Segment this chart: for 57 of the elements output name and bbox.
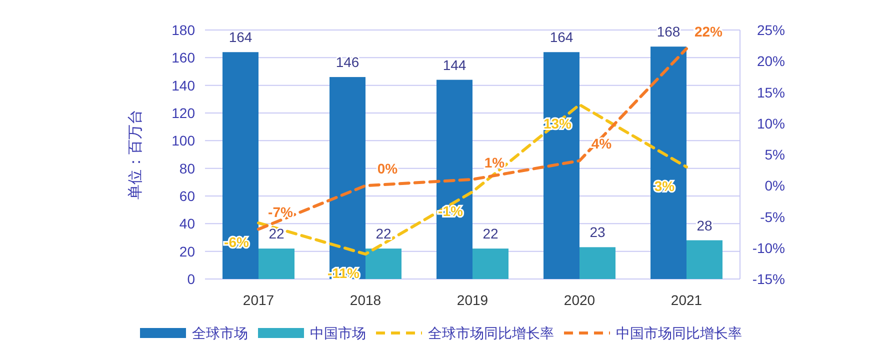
legend-label: 中国市场同比增长率: [616, 325, 742, 341]
y2-tick-label: 25%: [756, 22, 785, 38]
data-label: 146: [336, 54, 360, 70]
data-label: 23: [590, 224, 606, 240]
bar: [366, 248, 402, 279]
data-label: 168: [656, 24, 680, 40]
y2-tick-label: 20%: [756, 53, 785, 70]
y2-tick-label: -5%: [760, 208, 785, 225]
data-label: 164: [550, 29, 574, 46]
x-tick-label: 2020: [564, 292, 596, 308]
bar: [544, 52, 580, 279]
bar: [330, 77, 366, 279]
y-axis-title: 单位：百万台: [127, 110, 144, 200]
data-label: -6%: [224, 234, 250, 250]
x-tick-label: 2019: [456, 292, 488, 308]
bar: [650, 46, 686, 279]
data-label: 22%: [694, 24, 724, 40]
data-label: 3%: [654, 178, 676, 194]
bar: [258, 248, 294, 279]
x-tick-label: 2021: [670, 292, 702, 308]
x-tick-label: 2018: [350, 292, 382, 308]
y2-tick-label: -15%: [752, 271, 785, 287]
data-label: 13%: [543, 116, 572, 132]
y2-tick-label: 0%: [764, 178, 785, 194]
data-label: 22: [268, 226, 284, 242]
data-label: 22: [482, 226, 498, 242]
data-label: 22: [376, 226, 392, 242]
legend-label: 全球市场同比增长率: [428, 325, 554, 341]
bar: [436, 80, 472, 279]
y-tick-label: 100: [172, 132, 196, 149]
data-label: 28: [696, 217, 712, 234]
y-tick-label: 0: [187, 271, 196, 287]
y-tick-label: 140: [172, 77, 196, 94]
y-tick-label: 60: [179, 188, 196, 204]
data-label: 0%: [377, 160, 398, 177]
data-label: 1%: [484, 154, 506, 170]
bar: [686, 240, 722, 279]
y-tick-label: 40: [179, 216, 196, 232]
x-tick-label: 2017: [242, 292, 274, 308]
line-series: [257, 103, 688, 256]
legend-label: 中国市场: [310, 325, 366, 341]
data-label: 144: [442, 56, 466, 73]
bar: [222, 52, 258, 279]
y-tick-label: 20: [179, 243, 196, 260]
y-tick-label: 160: [172, 50, 196, 66]
bar: [580, 247, 616, 279]
data-label: 164: [228, 29, 252, 46]
y-tick-label: 120: [172, 105, 196, 121]
bar: [472, 248, 508, 279]
legend-label: 全球市场: [192, 325, 248, 341]
y-tick-label: 180: [172, 22, 196, 38]
y2-tick-label: 15%: [756, 84, 785, 100]
y2-tick-label: 5%: [764, 146, 785, 162]
y2-tick-label: 10%: [756, 115, 785, 132]
y-tick-label: 80: [179, 160, 196, 176]
data-label: -1%: [438, 202, 464, 219]
y2-tick-label: -10%: [752, 240, 785, 256]
